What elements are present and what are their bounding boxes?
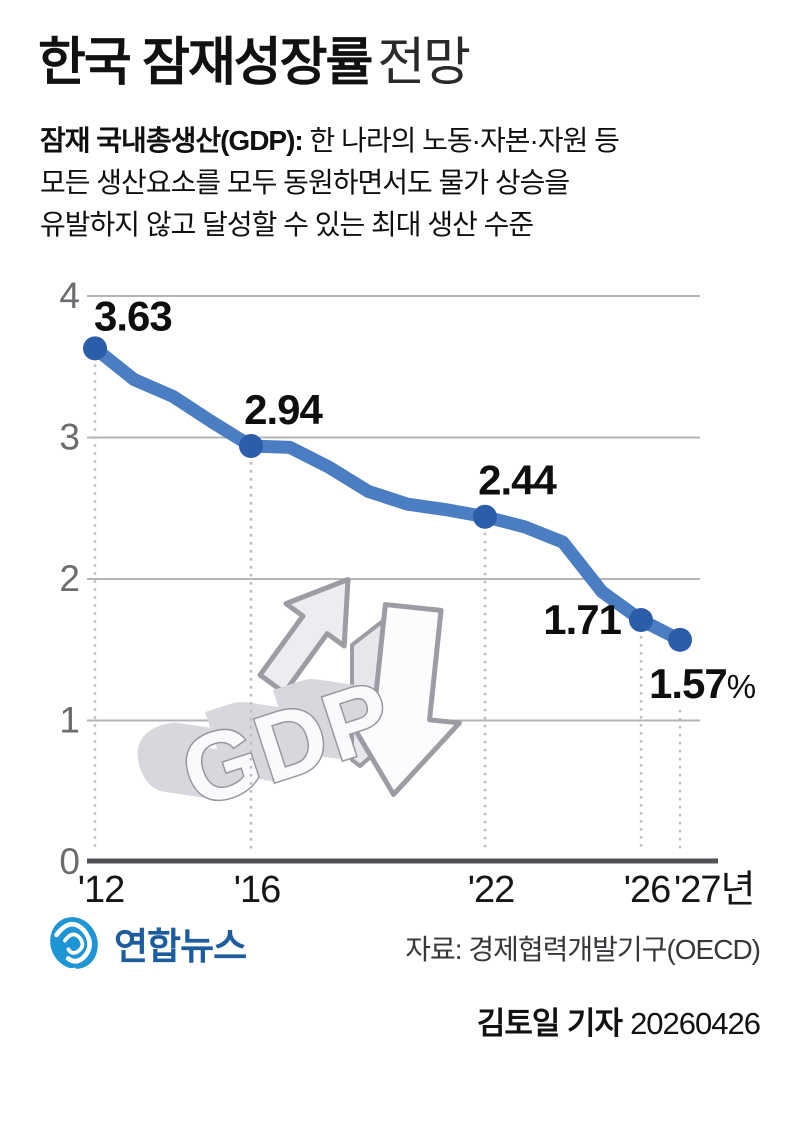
gdp-watermark-art: GDPGDPGDPGDPGDPGDPGDPGDPGDPGDPGDPGDPGDPG…: [120, 576, 462, 829]
value-label-2016: 2.94: [244, 386, 323, 433]
value-label-2026: 1.71: [543, 596, 621, 643]
page-title: 한국 잠재성장률 전망: [38, 34, 471, 94]
value-label-unit: %: [727, 668, 756, 705]
down-arrow-icon: [341, 602, 462, 797]
value-label-number: 1.57: [649, 660, 727, 707]
definition-line-3: 유발하지 않고 달성할 수 있는 최대 생산 수준: [40, 209, 534, 240]
growth-rate-line: [88, 341, 687, 647]
definition-term: 잠재 국내총생산(GDP):: [40, 125, 304, 156]
value-label-number: 1.71: [543, 596, 621, 643]
credit-reporter: 김토일 기자: [476, 1006, 623, 1041]
value-label-2027: 1.57%: [649, 660, 756, 707]
guide-dotted-lines: [93, 364, 682, 850]
x-tick-label-2012: '12: [78, 869, 125, 911]
y-tick-label-4: 4: [59, 275, 80, 316]
data-point-2022: [473, 504, 497, 529]
credit-date: 20260426: [630, 1006, 761, 1041]
data-point-2026: [629, 608, 653, 633]
data-point-2016: [239, 433, 263, 458]
source-text: 자료: 경제협력개발기구(OECD): [405, 928, 761, 968]
value-label-2022: 2.44: [478, 457, 557, 504]
x-tick-label-2022: '22: [468, 869, 515, 911]
definition-line-1-rest: 한 나라의 노동·자본·자원 등: [309, 125, 620, 156]
up-arrow-icon: [257, 576, 351, 696]
credit-text: 김토일 기자 20260426: [476, 998, 761, 1043]
axis-tick-labels: 4 3 2 1 0'12 '16 '22 '26'27년: [59, 275, 755, 911]
source-label: 자료: 경제협력개발기구(OECD): [405, 934, 761, 965]
yonhap-logo-text: 연합뉴스: [114, 926, 247, 967]
value-label-2012: 3.63: [94, 292, 172, 339]
value-label-number: 3.63: [94, 292, 172, 339]
gdp-definition: 잠재 국내총생산(GDP): 한 나라의 노동·자본·자원 등 모든 생산요소를…: [40, 120, 620, 246]
y-tick-label-3: 3: [59, 417, 80, 458]
x-tick-label-2027: '27년: [674, 869, 754, 911]
page-title-sub: 전망: [377, 34, 471, 92]
data-point-2012: [83, 336, 107, 361]
x-tick-label-2016: '16: [234, 869, 281, 911]
y-tick-label-1: 1: [59, 700, 80, 741]
y-tick-label-0: 0: [59, 841, 80, 882]
y-tick-label-2: 2: [59, 558, 80, 599]
trend-line: [83, 336, 692, 652]
definition-line-2: 모든 생산요소를 모두 동원하면서도 물가 상승을: [40, 167, 570, 198]
definition-line-1: 잠재 국내총생산(GDP): 한 나라의 노동·자본·자원 등: [40, 120, 620, 162]
yonhap-logo: 연합뉴스: [44, 912, 247, 974]
yonhap-logo-icon: [50, 917, 98, 972]
page-title-main: 한국 잠재성장률: [38, 34, 373, 92]
data-point-labels: 3.63 2.94 2.44 1.71 1.57%: [94, 292, 756, 706]
value-label-number: 2.44: [478, 457, 557, 504]
x-tick-label-2026: '26: [624, 869, 671, 911]
data-point-2027: [668, 627, 692, 652]
value-label-number: 2.94: [244, 386, 323, 433]
